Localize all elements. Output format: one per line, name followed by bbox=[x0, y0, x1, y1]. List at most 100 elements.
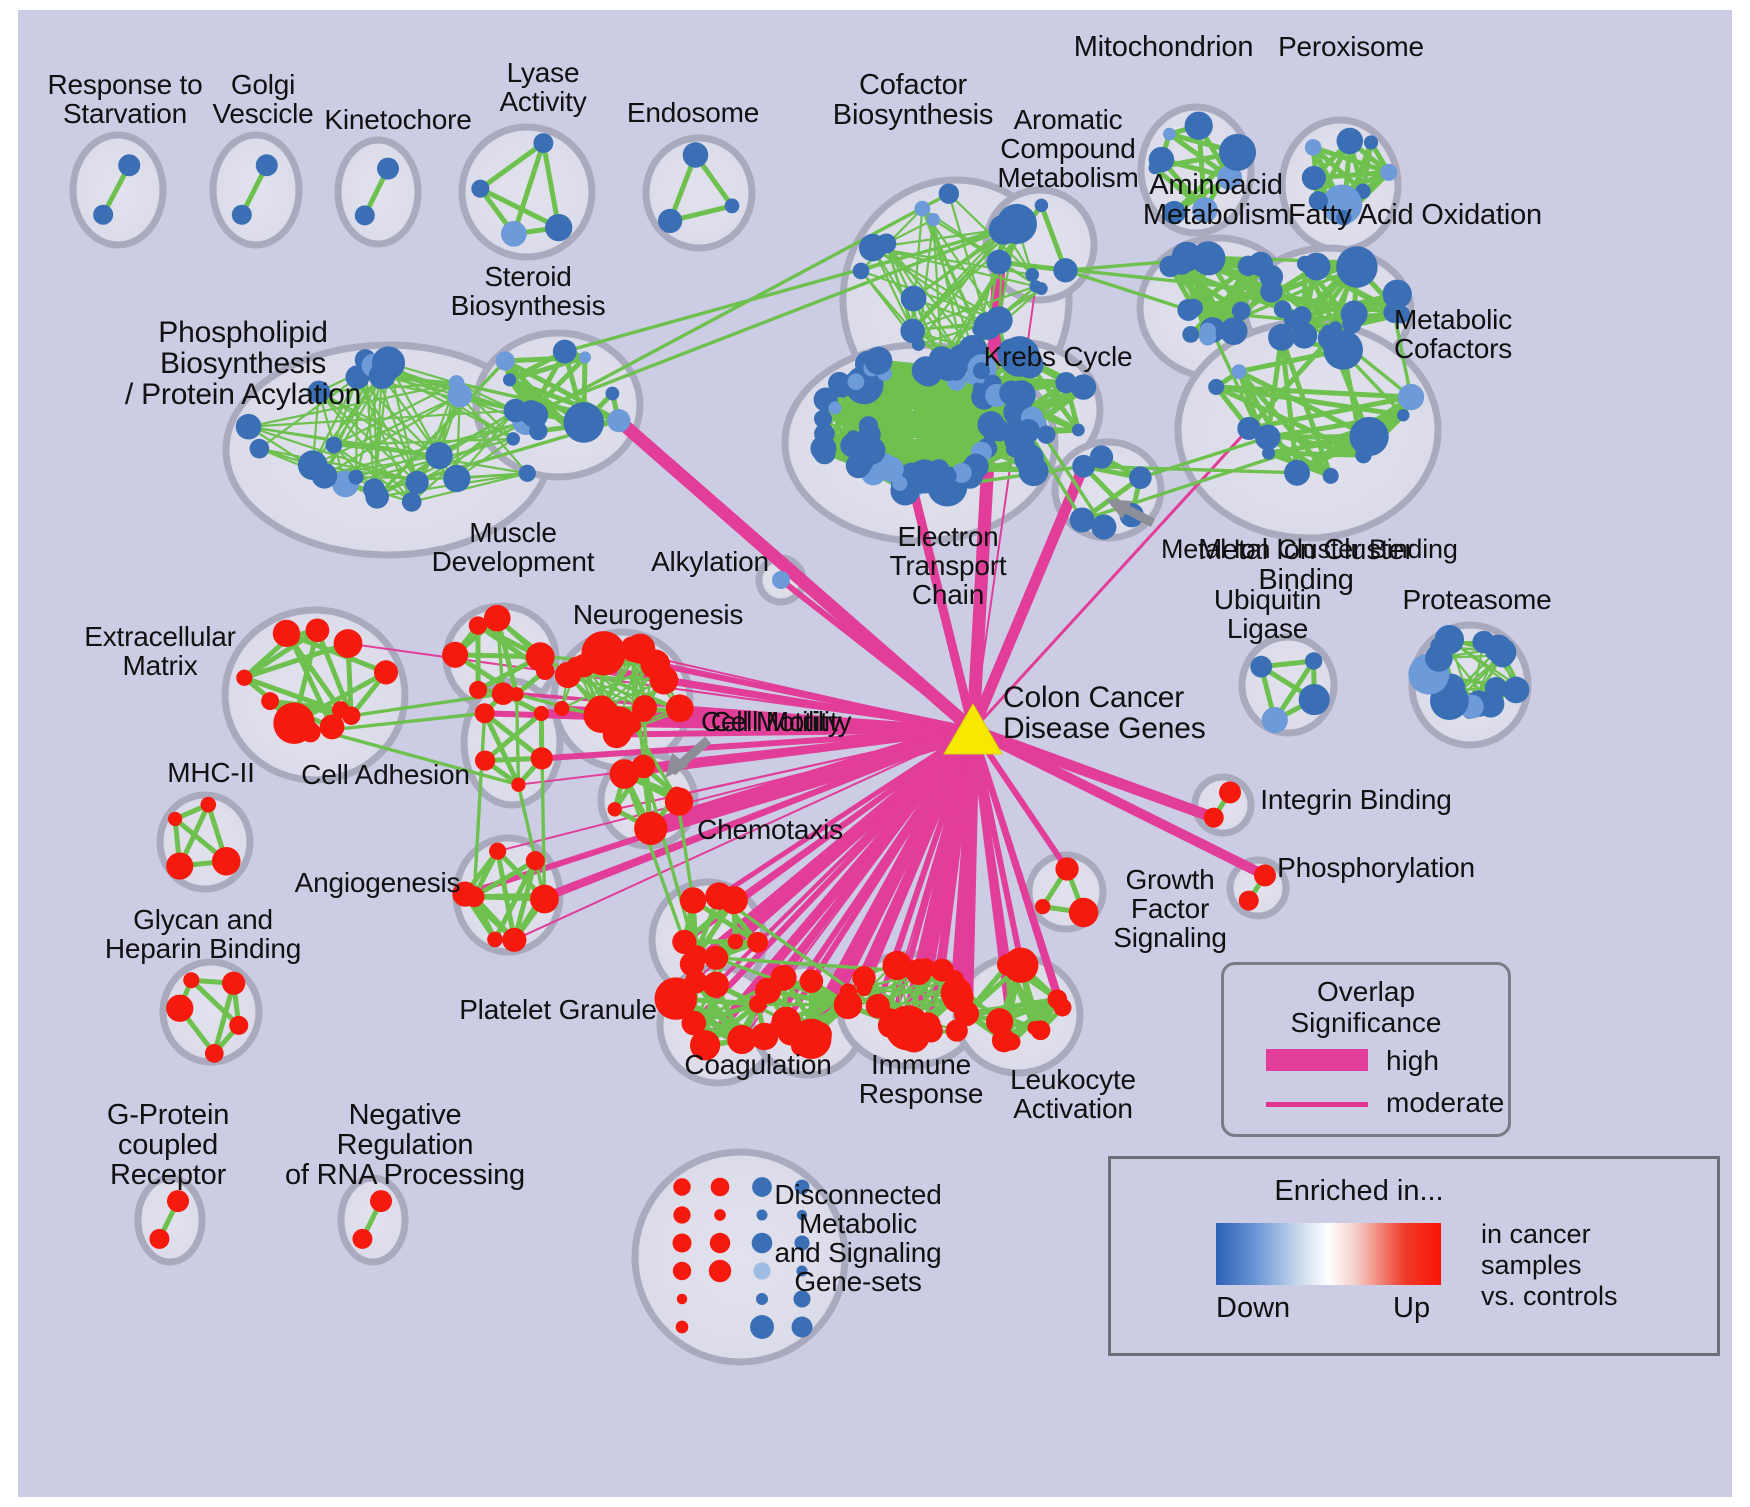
gene-set-node[interactable] bbox=[273, 702, 315, 745]
gene-set-node[interactable] bbox=[554, 700, 570, 717]
gene-set-node[interactable] bbox=[719, 886, 748, 915]
gene-set-node[interactable] bbox=[972, 362, 990, 380]
colon-cancer-hub-triangle[interactable] bbox=[943, 703, 1003, 755]
gene-set-node[interactable] bbox=[500, 220, 527, 247]
gene-set-node[interactable] bbox=[231, 204, 252, 225]
gene-set-node[interactable] bbox=[879, 1007, 897, 1025]
gene-set-node[interactable] bbox=[1304, 652, 1323, 670]
gene-set-node[interactable] bbox=[1129, 466, 1152, 489]
gene-set-node[interactable] bbox=[684, 970, 708, 994]
gene-set-node[interactable] bbox=[578, 351, 592, 364]
gene-set-node[interactable] bbox=[672, 1261, 692, 1281]
gene-set-node[interactable] bbox=[673, 1178, 691, 1196]
gene-set-node[interactable] bbox=[236, 669, 253, 686]
gene-set-node[interactable] bbox=[632, 699, 655, 722]
gene-set-node[interactable] bbox=[756, 1293, 768, 1305]
gene-set-node[interactable] bbox=[1208, 378, 1225, 395]
gene-set-node[interactable] bbox=[474, 703, 495, 724]
gene-set-node[interactable] bbox=[794, 1179, 810, 1195]
gene-set-node[interactable] bbox=[354, 205, 375, 226]
gene-set-node[interactable] bbox=[525, 851, 545, 871]
gene-set-node[interactable] bbox=[631, 754, 656, 779]
gene-set-node[interactable] bbox=[986, 1008, 1014, 1036]
gene-set-node[interactable] bbox=[623, 643, 642, 663]
gene-set-node[interactable] bbox=[828, 401, 842, 415]
gene-set-node[interactable] bbox=[563, 402, 605, 443]
gene-set-node[interactable] bbox=[503, 373, 517, 387]
gene-set-node[interactable] bbox=[1015, 350, 1044, 379]
gene-set-node[interactable] bbox=[1238, 890, 1259, 911]
gene-set-node[interactable] bbox=[831, 377, 852, 398]
gene-set-node[interactable] bbox=[1397, 383, 1425, 411]
gene-set-node[interactable] bbox=[751, 1232, 773, 1254]
gene-set-node[interactable] bbox=[914, 200, 931, 217]
gene-set-node[interactable] bbox=[370, 1190, 392, 1213]
gene-set-node[interactable] bbox=[793, 1290, 811, 1308]
gene-set-node[interactable] bbox=[1148, 146, 1175, 173]
gene-set-node[interactable] bbox=[167, 811, 183, 827]
gene-set-node[interactable] bbox=[858, 416, 879, 436]
gene-set-node[interactable] bbox=[972, 323, 986, 337]
gene-set-node[interactable] bbox=[1184, 111, 1213, 140]
gene-set-node[interactable] bbox=[972, 381, 987, 396]
gene-set-node[interactable] bbox=[986, 249, 1012, 275]
gene-set-node[interactable] bbox=[1018, 456, 1049, 487]
gene-set-node[interactable] bbox=[1219, 133, 1257, 171]
gene-set-node[interactable] bbox=[1477, 690, 1505, 718]
gene-set-node[interactable] bbox=[365, 484, 390, 509]
gene-set-node[interactable] bbox=[1254, 864, 1276, 887]
gene-set-node[interactable] bbox=[410, 472, 426, 488]
gene-set-node[interactable] bbox=[1231, 364, 1247, 379]
gene-set-node[interactable] bbox=[469, 680, 488, 699]
gene-set-node[interactable] bbox=[714, 1209, 726, 1221]
gene-set-node[interactable] bbox=[1268, 323, 1295, 351]
gene-set-node[interactable] bbox=[673, 1206, 691, 1224]
gene-set-node[interactable] bbox=[222, 971, 246, 995]
gene-set-node[interactable] bbox=[471, 179, 490, 198]
gene-set-node[interactable] bbox=[491, 682, 515, 706]
gene-set-node[interactable] bbox=[566, 656, 588, 678]
gene-set-node[interactable] bbox=[1308, 191, 1329, 211]
gene-set-node[interactable] bbox=[676, 1293, 688, 1305]
gene-set-node[interactable] bbox=[1321, 184, 1363, 225]
gene-set-node[interactable] bbox=[533, 133, 554, 153]
gene-set-node[interactable] bbox=[401, 492, 422, 512]
gene-set-node[interactable] bbox=[1342, 314, 1362, 334]
gene-set-node[interactable] bbox=[149, 1228, 170, 1249]
gene-set-node[interactable] bbox=[902, 320, 921, 338]
gene-set-node[interactable] bbox=[530, 747, 553, 770]
gene-set-node[interactable] bbox=[569, 427, 583, 441]
gene-set-node[interactable] bbox=[1304, 139, 1322, 156]
gene-set-node[interactable] bbox=[1323, 330, 1363, 370]
gene-set-node[interactable] bbox=[1231, 301, 1251, 321]
gene-set-node[interactable] bbox=[1199, 322, 1216, 340]
gene-set-node[interactable] bbox=[858, 233, 887, 262]
gene-set-node[interactable] bbox=[1237, 255, 1259, 277]
gene-set-node[interactable] bbox=[878, 456, 904, 482]
gene-set-node[interactable] bbox=[727, 933, 744, 950]
gene-set-node[interactable] bbox=[1163, 127, 1176, 141]
gene-set-node[interactable] bbox=[977, 411, 1005, 439]
gene-set-node[interactable] bbox=[926, 213, 940, 227]
gene-set-node[interactable] bbox=[1302, 252, 1331, 281]
gene-set-node[interactable] bbox=[200, 796, 217, 813]
gene-set-node[interactable] bbox=[1261, 706, 1288, 734]
gene-set-node[interactable] bbox=[297, 450, 328, 480]
gene-set-node[interactable] bbox=[770, 964, 797, 991]
gene-set-node[interactable] bbox=[1003, 947, 1039, 983]
gene-set-node[interactable] bbox=[552, 339, 577, 364]
gene-set-node[interactable] bbox=[675, 1320, 689, 1334]
gene-set-node[interactable] bbox=[657, 208, 683, 234]
gene-set-node[interactable] bbox=[681, 1010, 707, 1036]
gene-set-node[interactable] bbox=[319, 714, 345, 740]
gene-set-node[interactable] bbox=[1162, 200, 1186, 225]
gene-set-node[interactable] bbox=[1182, 325, 1200, 343]
gene-set-node[interactable] bbox=[1301, 165, 1326, 191]
gene-set-node[interactable] bbox=[1171, 241, 1202, 272]
gene-set-node[interactable] bbox=[845, 430, 861, 446]
gene-set-node[interactable] bbox=[1089, 445, 1114, 469]
gene-set-node[interactable] bbox=[1055, 857, 1079, 881]
gene-set-node[interactable] bbox=[1336, 209, 1352, 226]
gene-set-node[interactable] bbox=[682, 142, 709, 168]
gene-set-node[interactable] bbox=[352, 1228, 373, 1249]
